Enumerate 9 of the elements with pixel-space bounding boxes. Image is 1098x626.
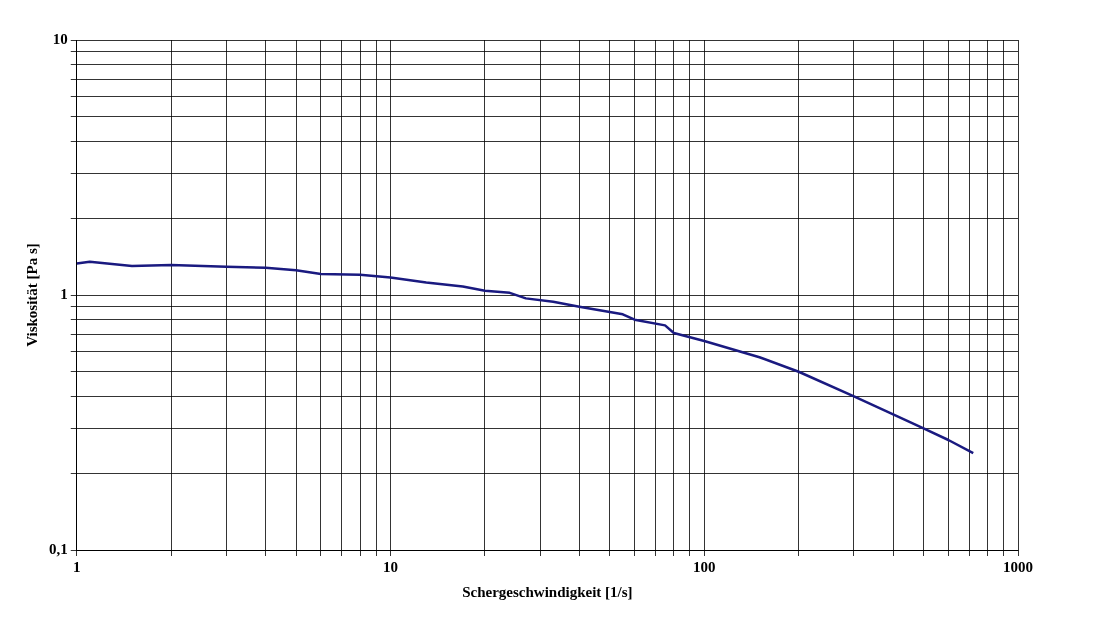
y-axis-title: Viskosität [Pa s]: [23, 243, 40, 347]
y-tick-label: 0,1: [49, 540, 68, 557]
x-tick-label: 1: [73, 558, 81, 575]
y-tick-label: 10: [52, 30, 68, 47]
x-tick-label: 100: [693, 558, 716, 575]
y-tick-label: 1: [60, 285, 68, 302]
x-axis-title: Schergeschwindigkeit [1/s]: [462, 583, 633, 600]
x-tick-label: 1000: [1003, 558, 1033, 575]
x-tick-label: 10: [383, 558, 398, 575]
